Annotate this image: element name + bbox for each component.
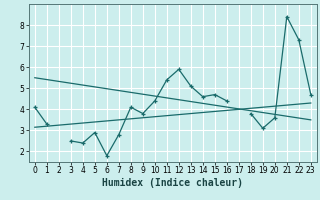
X-axis label: Humidex (Indice chaleur): Humidex (Indice chaleur) — [102, 178, 243, 188]
